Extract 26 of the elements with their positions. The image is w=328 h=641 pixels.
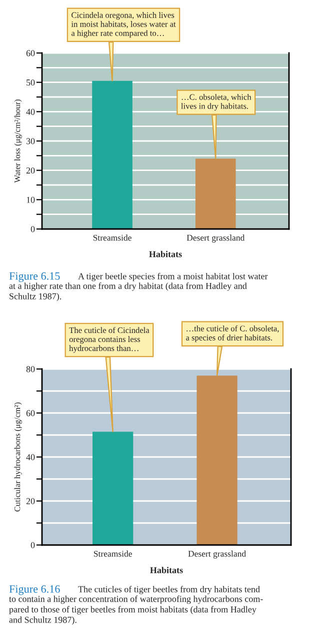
y-axis-title: Water loss (μg/cm²/hour) [14,100,22,183]
x-axis-title: Habitats [149,250,182,258]
x-tick-label: Streamside [93,234,132,241]
annotation: …the cuticle of C. obsoleta, a species of drier habitats. [186,325,279,342]
y-tick-label: 80 [26,366,35,372]
x-tick-label: Desert grassland [188,550,246,559]
y-tick-label: 20 [26,498,35,504]
y-tick-label: 20 [26,167,35,174]
y-tick-label: 40 [26,454,35,460]
y-tick-label: 60 [26,50,35,56]
annotation: The cuticle of Cicindela oregona contains less hydrocarbons than… [69,327,150,353]
x-tick-label: Desert grassland [186,234,245,243]
y-tick-label: 30 [26,138,35,144]
x-tick-label: Streamside [94,550,132,557]
text: Figure 6.15 A tiger beetle species from a moist habitat lost water at a higher rate than one from a dry habitat (data from Hadley and Schultz 1987). [9,272,268,302]
y-axis-title: Cuticular hydrocarbons (μg/cm²) [14,402,22,512]
y-tick-label: 60 [26,410,35,416]
y-tick-label: 50 [26,79,35,86]
y-tick-label: 0 [30,226,35,232]
annotation: …C. obsoleta, which lives in dry habitats. [181,94,252,111]
annotation: Cicindela oregona, which lives in moist habitats, loses water at a higher rate compared to… [71,12,176,38]
y-tick-label: 0 [30,542,35,548]
text: Figure 6.16 The cuticles of tiger beetles from dry habitats tend to contain a higher concentration of waterproofing hydrocarbons com- pared to those of tiger beetles from moist habitats (data from Hadley and Schultz 1987). [9,585,263,625]
x-axis-title: Habitats [150,566,183,574]
y-tick-label: 10 [26,196,35,203]
y-tick-label: 40 [26,108,35,115]
